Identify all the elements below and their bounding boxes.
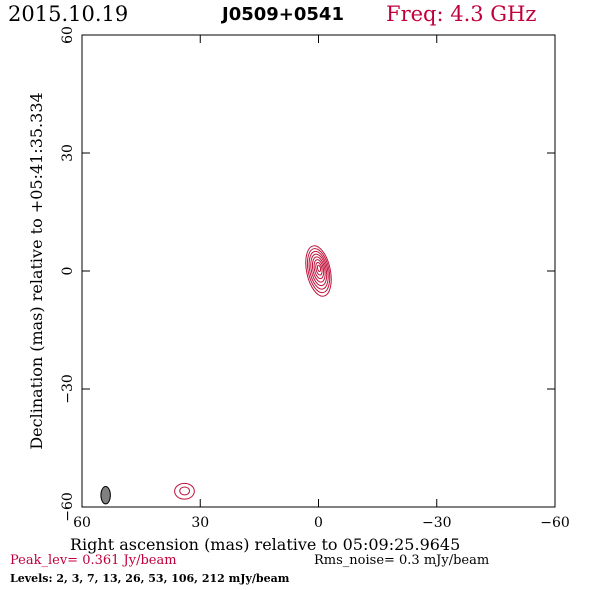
contour-group (174, 245, 332, 500)
y-tick-label: 0 (60, 267, 76, 276)
y-axis-label: Declination (mas) relative to +05:41:35.… (27, 92, 46, 449)
contour-line (315, 261, 323, 276)
observation-date: 2015.10.19 (8, 2, 129, 26)
x-axis-label: Right ascension (mas) relative to 05:09:… (70, 535, 461, 554)
contour-levels: Levels: 2, 3, 7, 13, 26, 53, 106, 212 mJ… (10, 572, 290, 585)
contour-line (305, 245, 332, 297)
contour-line (310, 253, 328, 287)
y-tick-label: −60 (60, 492, 76, 522)
axis-ticks: 60 30 0 −30 −60 −60 −30 0 30 60 (60, 26, 570, 531)
contour-line (316, 264, 322, 273)
y-tick-label: 60 (60, 26, 76, 44)
y-tick-label: 30 (60, 144, 76, 162)
x-tick-label: 30 (191, 515, 209, 531)
peak-level: Peak_lev= 0.361 Jy/beam (10, 553, 177, 568)
y-tick-label: −30 (60, 374, 76, 404)
frequency-label: Freq: 4.3 GHz (386, 2, 537, 26)
x-tick-label: 60 (73, 515, 91, 531)
x-tick-label: −60 (540, 515, 570, 531)
beam-group (100, 486, 111, 505)
contour-line (306, 248, 331, 294)
contour-line (308, 250, 329, 290)
contour-line (313, 259, 325, 280)
source-name: J0509+0541 (222, 4, 344, 25)
contour-line (179, 486, 191, 496)
rms-noise: Rms_noise= 0.3 mJy/beam (314, 553, 490, 568)
x-tick-label: 0 (314, 515, 323, 531)
contour-line (311, 256, 326, 283)
x-tick-label: −30 (422, 515, 452, 531)
beam-ellipse (100, 486, 111, 505)
contour-line (174, 482, 195, 500)
